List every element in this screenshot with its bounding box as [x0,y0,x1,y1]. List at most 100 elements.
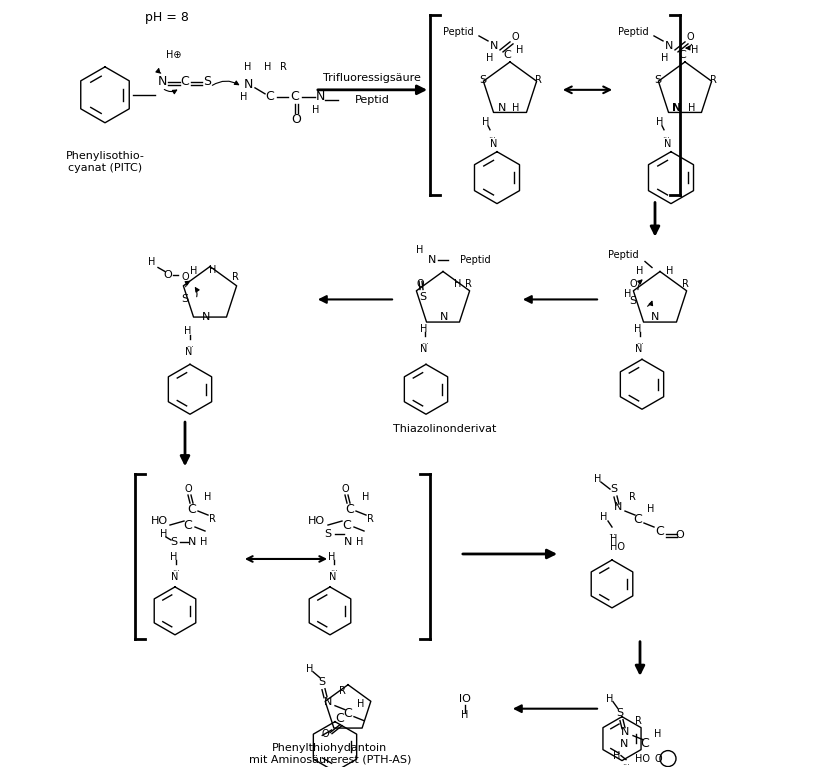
Text: R: R [279,62,286,72]
Text: O: O [416,280,423,290]
Text: HO: HO [635,753,649,763]
Text: R: R [708,74,716,84]
Text: pH = 8: pH = 8 [145,12,188,25]
Text: ...: ... [622,758,629,767]
Text: H: H [655,117,663,127]
Text: H: H [200,537,207,547]
Text: H: H [605,694,613,703]
Text: N: N [620,727,628,737]
Text: O: O [628,280,636,290]
Text: S: S [616,707,622,717]
Text: N: N [672,103,681,113]
Text: N: N [324,697,332,707]
Text: R: R [464,280,471,290]
Text: O: O [164,270,172,280]
Text: N: N [635,344,642,354]
Text: C: C [677,50,685,60]
Text: H: H [356,537,364,547]
Text: H: H [512,103,519,113]
Text: N: N [489,41,498,51]
Text: C: C [180,75,189,88]
Text: S: S [629,296,636,306]
Text: S: S [318,677,325,687]
Text: Peptid: Peptid [607,250,638,260]
Text: H: H [634,324,641,334]
Text: H: H [170,552,178,562]
Text: C: C [183,518,192,531]
Text: S: S [479,74,486,84]
Text: H⊕: H⊕ [166,50,182,60]
Text: H: H [148,257,156,266]
Text: S: S [654,74,661,84]
Text: ...: ... [661,131,669,141]
Text: HO: HO [610,542,625,552]
Text: H: H [416,244,423,254]
Text: H: H [306,664,314,674]
Text: ...: ... [420,337,428,346]
Text: S: S [203,75,210,88]
Text: S: S [181,294,188,304]
Text: N: N [315,91,324,104]
Text: O: O [184,484,192,494]
Text: H: H [636,266,643,276]
Text: H: H [666,266,673,276]
Text: O: O [321,729,328,739]
Text: ...: ... [186,340,194,349]
Text: N: N [329,572,337,582]
Text: H: H [190,266,197,276]
Text: R: R [208,514,215,524]
Text: O: O [291,113,301,126]
Text: C: C [342,518,351,531]
Text: ...: ... [330,564,337,574]
Text: ...: ... [172,564,179,574]
Text: N: N [490,139,497,149]
Text: H: H [609,534,617,544]
Text: C: C [290,91,299,104]
Text: ...: ... [636,337,643,346]
Text: H: H [420,324,428,334]
Text: Phenylisothio-
cyanat (PITC): Phenylisothio- cyanat (PITC) [66,151,144,173]
Text: lO: lO [459,694,470,703]
Text: N: N [428,254,436,264]
Text: Thiazolinonderivat: Thiazolinonderivat [393,424,496,434]
Text: H: H [312,104,319,114]
Text: H: H [184,326,192,336]
Text: R: R [681,280,688,290]
Text: C: C [343,707,352,720]
Text: C: C [188,502,196,515]
Text: H: H [646,504,654,514]
Text: O: O [686,32,693,42]
Text: O: O [181,273,188,283]
Text: R: R [338,686,345,696]
Text: H: H [264,62,271,72]
Text: H: H [244,62,251,72]
Text: H: H [204,492,211,502]
Text: R: R [231,273,238,283]
Text: R: R [634,716,640,726]
Text: N: N [201,313,210,323]
Text: C: C [655,525,663,538]
Text: N: N [439,313,448,323]
Text: S: S [170,537,178,547]
Text: H: H [209,264,216,274]
Text: O: O [654,753,661,763]
Text: Peptid: Peptid [355,94,389,104]
Text: S: S [609,484,617,494]
Text: C: C [640,737,649,750]
Text: H: H [690,45,698,55]
Text: H: H [613,750,620,760]
Text: N: N [343,537,351,547]
Text: N: N [664,41,672,51]
Text: H: H [240,92,247,102]
Text: H: H [687,103,695,113]
Text: Trifluoressigsäure: Trifluoressigsäure [323,73,420,83]
Text: Peptid: Peptid [459,254,490,264]
Text: O: O [675,530,684,540]
Text: Peptid: Peptid [442,27,473,37]
Text: H: H [660,53,667,63]
Text: R: R [628,492,635,502]
Text: N: N [619,739,627,749]
Text: R: R [534,74,541,84]
Text: N: N [243,78,252,91]
Text: N: N [663,139,671,149]
